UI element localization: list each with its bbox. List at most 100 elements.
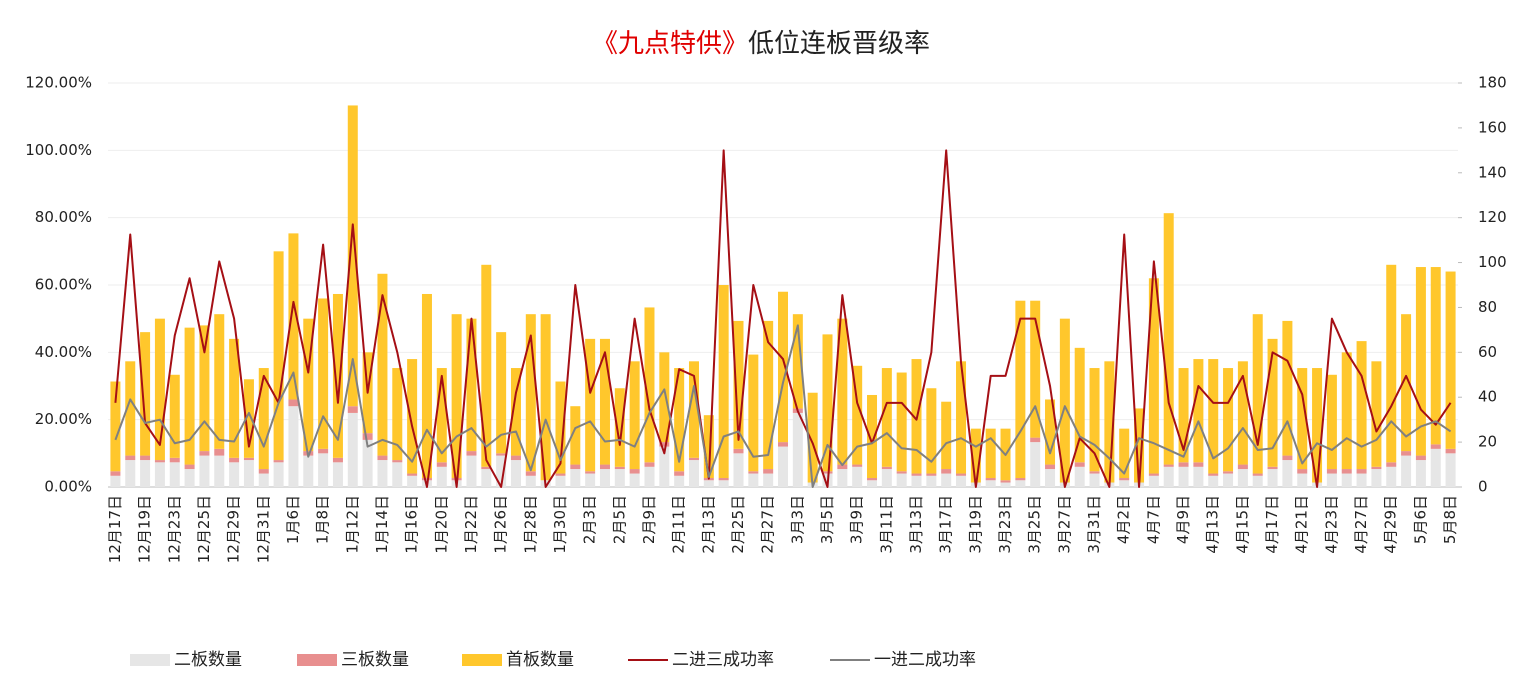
- bar-segment: [1267, 466, 1278, 470]
- bar-segment: [1297, 368, 1308, 470]
- bar-segment: [332, 462, 343, 487]
- bar-segment: [125, 460, 136, 487]
- bar-segment: [1297, 469, 1308, 474]
- bar-segment: [911, 473, 922, 476]
- bar-segment: [1282, 455, 1293, 461]
- bar-segment: [154, 460, 165, 463]
- bar-segment: [1267, 469, 1278, 487]
- y2-tick-label: 160: [1478, 118, 1507, 136]
- bar-segment: [718, 285, 729, 479]
- bar-segment: [970, 428, 981, 483]
- bar-segment: [748, 354, 759, 472]
- x-tick-label: 3月13日: [907, 495, 925, 554]
- bar-segment: [466, 455, 477, 487]
- bar-segment: [733, 448, 744, 454]
- x-tick-label: 3月5日: [818, 495, 836, 544]
- bar-segment: [881, 469, 892, 487]
- bar-segment: [1119, 428, 1130, 479]
- bar-segment: [436, 368, 447, 463]
- bar-segment: [763, 320, 774, 470]
- bar-segment: [852, 466, 863, 487]
- bar-segment: [1237, 469, 1248, 487]
- bar-segment: [1193, 462, 1204, 467]
- y2-tick-label: 120: [1478, 208, 1507, 226]
- bar-segment: [570, 464, 581, 470]
- bar-segment: [110, 475, 121, 487]
- bar-segment: [703, 415, 714, 479]
- bar-segment: [555, 475, 566, 487]
- y-tick-label: 20.00%: [35, 410, 92, 428]
- bar-segment: [1178, 368, 1189, 463]
- bar-segment: [421, 478, 432, 481]
- x-tick-label: 3月9日: [848, 495, 866, 544]
- bar-segment: [659, 442, 670, 447]
- bar-segment: [792, 412, 803, 487]
- x-tick-label: 4月9日: [1174, 495, 1192, 544]
- legend-label: 二板数量: [174, 650, 242, 670]
- bar-segment: [956, 473, 967, 476]
- bar-segment: [778, 291, 788, 443]
- bar-segment: [1015, 300, 1026, 479]
- bar-segment: [1252, 314, 1263, 474]
- bar-segment: [599, 469, 610, 487]
- bar-segment: [733, 320, 744, 449]
- bar-segment: [214, 314, 225, 449]
- x-tick-label: 2月9日: [640, 495, 658, 544]
- y-tick-label: 0.00%: [44, 478, 92, 496]
- x-tick-label: 12月19日: [136, 495, 154, 563]
- bar-segment: [585, 473, 596, 487]
- bar-segment: [585, 471, 596, 474]
- bar-segment: [377, 273, 388, 456]
- bar-segment: [1386, 466, 1397, 487]
- x-tick-label: 2月11日: [670, 495, 688, 554]
- y-tick-label: 40.00%: [35, 343, 92, 361]
- legend-label: 一进二成功率: [874, 650, 976, 670]
- bar-segment: [1282, 460, 1293, 487]
- x-tick-label: 4月27日: [1352, 495, 1370, 554]
- y2-tick-label: 180: [1478, 74, 1507, 92]
- bar-segment: [956, 361, 967, 474]
- bar-segment: [614, 388, 625, 467]
- bar-segment: [377, 460, 388, 487]
- bar-segment: [288, 399, 299, 407]
- bar-segment: [496, 453, 507, 456]
- bar-segment: [1341, 352, 1352, 470]
- bar-segment: [347, 406, 358, 413]
- bar-segment: [1445, 453, 1456, 487]
- bar-segment: [1074, 347, 1085, 463]
- bar-segment: [1163, 466, 1174, 487]
- bar-segment: [392, 368, 403, 461]
- bar-segment: [674, 475, 685, 487]
- x-tick-label: 1月26日: [492, 495, 510, 554]
- bar-segment: [362, 433, 373, 440]
- x-tick-label: 1月22日: [462, 495, 480, 554]
- x-tick-label: 4月2日: [1115, 495, 1133, 544]
- bar-segment: [763, 469, 774, 474]
- bar-segment: [392, 462, 403, 487]
- bar-segment: [748, 471, 759, 474]
- bar-segment: [303, 455, 314, 487]
- bar-segment: [837, 469, 848, 487]
- x-tick-label: 3月27日: [1055, 495, 1073, 554]
- bar-segment: [555, 381, 566, 474]
- bar-segment: [599, 464, 610, 470]
- y-tick-label: 80.00%: [35, 208, 92, 226]
- bar-segment: [911, 475, 922, 487]
- y2-tick-label: 0: [1478, 478, 1488, 496]
- bar-segment: [481, 466, 492, 470]
- bar-segment: [896, 372, 907, 472]
- bar-segment: [154, 462, 165, 487]
- bar-segment: [614, 469, 625, 487]
- x-tick-label: 3月19日: [966, 495, 984, 554]
- bar-segment: [1119, 478, 1130, 481]
- legend-swatch: [130, 654, 170, 666]
- bar-segment: [525, 314, 536, 472]
- bar-segment: [1015, 478, 1026, 481]
- bar-segment: [926, 475, 937, 487]
- bar-segment: [1401, 455, 1412, 487]
- x-tick-label: 2月25日: [729, 495, 747, 554]
- y2-tick-label: 20: [1478, 433, 1497, 451]
- bar-segment: [229, 338, 240, 458]
- bar-segment: [347, 412, 358, 487]
- bar-segment: [229, 462, 240, 487]
